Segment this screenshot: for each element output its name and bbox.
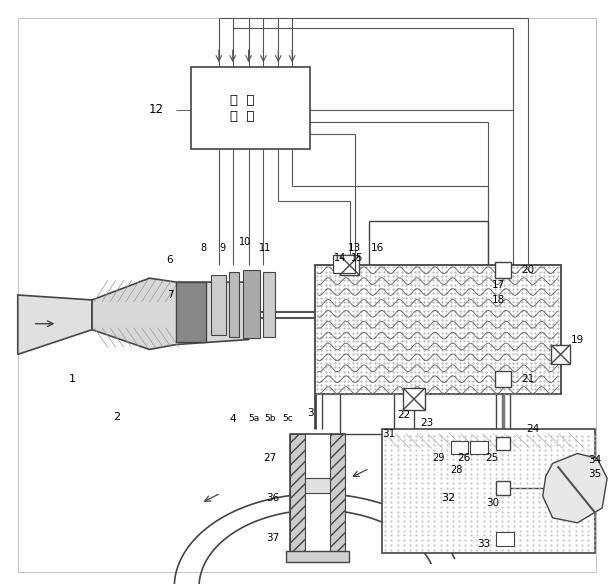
Text: 5b: 5b xyxy=(265,414,276,423)
Bar xyxy=(333,255,354,273)
Text: 9: 9 xyxy=(220,244,226,254)
Text: 24: 24 xyxy=(526,424,540,434)
Bar xyxy=(470,441,488,454)
Text: 19: 19 xyxy=(571,335,584,345)
Text: 22: 22 xyxy=(397,410,411,420)
Bar xyxy=(451,441,468,454)
Text: 1: 1 xyxy=(69,374,76,384)
Text: 3: 3 xyxy=(306,408,313,418)
Text: 4: 4 xyxy=(230,414,236,424)
Bar xyxy=(191,67,310,149)
Polygon shape xyxy=(92,278,249,349)
Text: 34: 34 xyxy=(589,456,602,465)
Text: 26: 26 xyxy=(457,453,470,463)
Text: 13: 13 xyxy=(348,244,361,254)
Bar xyxy=(315,265,561,394)
Bar xyxy=(229,272,239,336)
Text: 7: 7 xyxy=(167,290,174,300)
Bar xyxy=(290,434,344,558)
Text: 11: 11 xyxy=(259,244,271,254)
Text: 8: 8 xyxy=(200,244,206,254)
Bar xyxy=(495,371,511,387)
Bar xyxy=(496,481,510,495)
Text: 6: 6 xyxy=(166,255,173,265)
Bar xyxy=(176,282,206,342)
Text: 21: 21 xyxy=(521,374,535,384)
Text: 32: 32 xyxy=(441,493,456,503)
Polygon shape xyxy=(18,295,92,355)
Bar xyxy=(290,434,305,558)
Text: 5a: 5a xyxy=(248,414,259,423)
Bar xyxy=(383,429,595,552)
Text: 10: 10 xyxy=(238,238,251,248)
Text: 33: 33 xyxy=(476,539,490,549)
Bar xyxy=(403,388,425,410)
Text: 单  元: 单 元 xyxy=(230,110,255,123)
Text: 27: 27 xyxy=(264,453,277,463)
Bar xyxy=(286,551,349,562)
Text: 17: 17 xyxy=(492,280,505,290)
Text: 5c: 5c xyxy=(282,414,292,423)
Text: 16: 16 xyxy=(371,244,384,254)
Text: 35: 35 xyxy=(589,469,602,479)
Bar xyxy=(211,275,226,335)
Bar xyxy=(263,272,275,336)
Text: 30: 30 xyxy=(486,498,499,508)
Text: 控  制: 控 制 xyxy=(230,94,255,107)
Text: 12: 12 xyxy=(149,103,164,116)
Bar xyxy=(495,262,511,278)
Text: 31: 31 xyxy=(383,429,395,438)
Text: 37: 37 xyxy=(266,532,279,542)
Text: 20: 20 xyxy=(521,265,534,275)
Text: 28: 28 xyxy=(451,465,463,475)
Text: 18: 18 xyxy=(492,295,505,305)
Bar xyxy=(340,255,360,275)
Bar xyxy=(330,434,344,558)
Text: 15: 15 xyxy=(351,254,363,264)
Text: 14: 14 xyxy=(333,254,346,264)
Text: 2: 2 xyxy=(113,412,120,422)
Bar xyxy=(496,532,514,545)
Bar xyxy=(305,478,330,493)
Bar xyxy=(551,345,570,365)
Text: 25: 25 xyxy=(486,453,499,463)
Text: 36: 36 xyxy=(266,493,279,503)
Polygon shape xyxy=(543,454,607,523)
Text: 23: 23 xyxy=(420,418,433,428)
Bar xyxy=(243,270,260,338)
Text: 29: 29 xyxy=(432,453,445,463)
Bar xyxy=(496,437,510,450)
